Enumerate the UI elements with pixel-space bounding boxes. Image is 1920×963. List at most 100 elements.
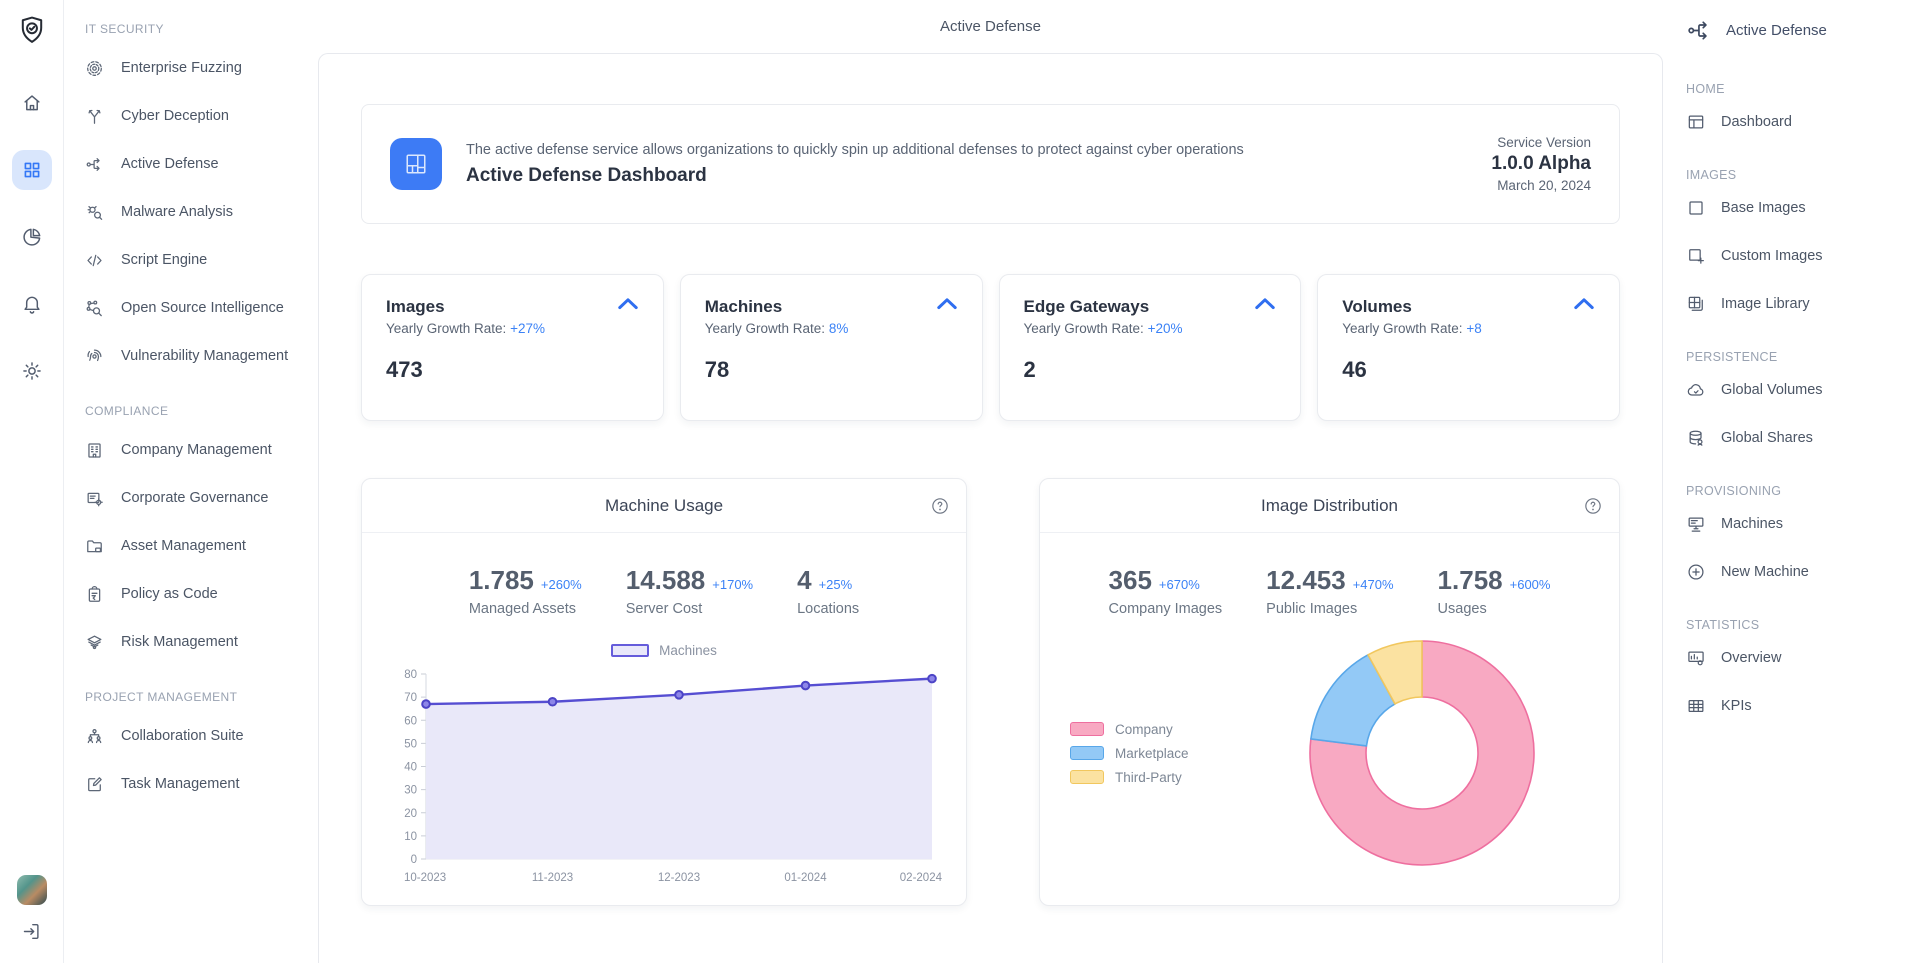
server-icon [1686,514,1706,534]
cloud-icon [1686,380,1706,400]
stat-card-volumes: VolumesYearly Growth Rate: +846 [1317,274,1620,421]
context-section-title: PROVISIONING [1686,484,1912,498]
svg-text:70: 70 [404,692,417,704]
context-item-label: Global Shares [1721,430,1813,446]
network-search-icon [85,299,104,318]
list-gear-icon [85,489,104,508]
sidebar-item-label: Policy as Code [121,586,218,602]
context-header: Active Defense [1686,0,1912,60]
sidebar-item-corporate-governance[interactable]: Corporate Governance [85,474,308,522]
sidebar-item-label: Active Defense [121,156,219,172]
bell-icon [21,293,43,315]
stat-label: Server Cost [626,601,753,617]
context-item-image-library[interactable]: Image Library [1686,280,1912,328]
stat-card-value: 46 [1342,357,1595,383]
stat-card-growth: Yearly Growth Rate: +20% [1024,321,1277,336]
context-item-label: New Machine [1721,564,1809,580]
rail-item-notifications[interactable] [12,284,52,324]
sidebar-item-label: Corporate Governance [121,490,269,506]
svg-text:80: 80 [404,669,417,681]
fingerprint-icon [85,347,104,366]
chevron-up-icon[interactable] [1254,297,1276,315]
sidebar-item-cyber-deception[interactable]: Cyber Deception [85,92,308,140]
stat-delta: +260% [541,577,582,592]
context-item-dashboard[interactable]: Dashboard [1686,98,1912,146]
stat-value: 4 [797,565,811,596]
sidebar-item-active-defense[interactable]: Active Defense [85,140,308,188]
context-item-global-shares[interactable]: Global Shares [1686,414,1912,462]
chart-stat-managed-assets: 1.785+260%Managed Assets [469,565,582,617]
context-item-base-images[interactable]: Base Images [1686,184,1912,232]
chevron-up-icon[interactable] [936,297,958,315]
sidebar-item-vulnerability-management[interactable]: Vulnerability Management [85,332,308,380]
sidebar-item-task-management[interactable]: Task Management [85,760,308,808]
sidebar-item-asset-management[interactable]: Asset Management [85,522,308,570]
rail-item-apps[interactable] [12,150,52,190]
sidebar-item-label: Risk Management [121,634,238,650]
legend-swatch-machines[interactable] [611,644,649,657]
stat-card-title: Images [386,297,445,317]
legend-item-marketplace[interactable]: Marketplace [1070,746,1247,761]
svg-text:01-2024: 01-2024 [784,872,827,884]
context-item-label: Machines [1721,516,1783,532]
sidebar-section-title: COMPLIANCE [85,404,308,418]
logout-button[interactable] [21,921,42,947]
sidebar-item-policy-as-code[interactable]: Policy as Code [85,570,308,618]
sidebar-item-malware-analysis[interactable]: Malware Analysis [85,188,308,236]
stat-label: Locations [797,601,859,617]
context-item-label: KPIs [1721,698,1752,714]
legend-item-company[interactable]: Company [1070,722,1247,737]
context-item-label: Overview [1721,650,1781,666]
rail-item-analytics[interactable] [12,217,52,257]
sidebar-item-risk-management[interactable]: Risk Management [85,618,308,666]
gear-icon [21,360,43,382]
rail-item-home[interactable] [12,83,52,123]
sidebar-item-enterprise-fuzzing[interactable]: Enterprise Fuzzing [85,44,308,92]
svg-text:40: 40 [404,762,417,774]
legend-item-third-party[interactable]: Third-Party [1070,770,1247,785]
svg-text:10: 10 [404,831,417,843]
context-item-overview[interactable]: Overview [1686,634,1912,682]
user-avatar[interactable] [17,875,47,905]
context-item-machines[interactable]: Machines [1686,500,1912,548]
sidebar-item-label: Asset Management [121,538,246,554]
context-section-provisioning: PROVISIONING Machines New Machine [1686,484,1912,596]
context-item-global-volumes[interactable]: Global Volumes [1686,366,1912,414]
context-item-custom-images[interactable]: Custom Images [1686,232,1912,280]
sidebar-item-script-engine[interactable]: Script Engine [85,236,308,284]
image-distribution-card: Image Distribution 365+670%Company Image… [1039,478,1620,906]
context-item-label: Dashboard [1721,114,1792,130]
context-item-label: Base Images [1721,200,1806,216]
context-item-new-machine[interactable]: New Machine [1686,548,1912,596]
folder-icon [85,537,104,556]
context-item-kpis[interactable]: KPIs [1686,682,1912,730]
sidebar-item-label: Open Source Intelligence [121,300,284,316]
charts-row: Machine Usage 1.785+260%Managed Assets14… [361,478,1620,906]
context-section-persistence: PERSISTENCEGlobal VolumesGlobal Shares [1686,350,1912,462]
layers-icon [85,633,104,652]
rail-item-settings[interactable] [12,351,52,391]
help-icon[interactable] [930,496,950,521]
chevron-up-icon[interactable] [617,297,639,315]
chart-stat-company-images: 365+670%Company Images [1109,565,1223,617]
machine-usage-legend: Machines [384,643,944,658]
dashboard-icon [1686,112,1706,132]
stat-card-value: 78 [705,357,958,383]
machine-usage-card: Machine Usage 1.785+260%Managed Assets14… [361,478,967,906]
image-distribution-header: Image Distribution [1040,479,1619,533]
service-header-card: The active defense service allows organi… [361,104,1620,224]
flow-icon [1686,17,1713,44]
clipboard-icon [85,585,104,604]
stat-card-title: Machines [705,297,782,317]
rail-footer [17,875,47,947]
stat-delta: +470% [1353,577,1394,592]
stat-label: Usages [1438,601,1551,617]
org-chart-icon [85,727,104,746]
chevron-up-icon[interactable] [1573,297,1595,315]
help-icon[interactable] [1583,496,1603,521]
svg-text:60: 60 [404,715,417,727]
sidebar-item-company-management[interactable]: Company Management [85,426,308,474]
sidebar-item-open-source-intelligence[interactable]: Open Source Intelligence [85,284,308,332]
sidebar-item-collaboration-suite[interactable]: Collaboration Suite [85,712,308,760]
legend-swatch [1070,770,1104,784]
